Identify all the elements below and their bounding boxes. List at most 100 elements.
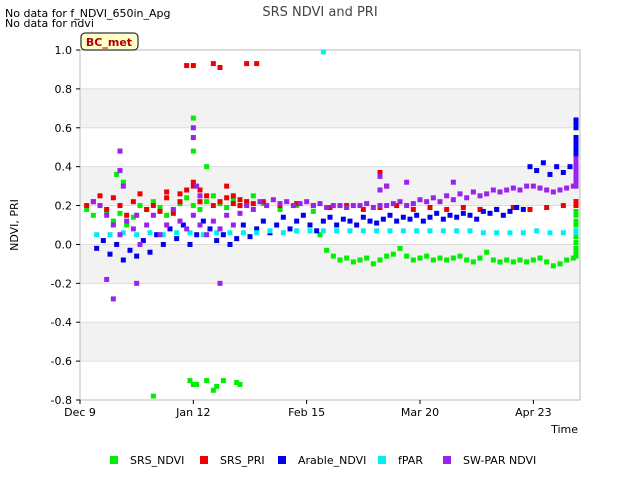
legend-swatch-sw-par-ndvi	[443, 456, 451, 464]
point-srs-pri	[97, 193, 103, 199]
point-sw-par-ndvi	[570, 183, 576, 189]
point-srs-pri	[230, 193, 236, 199]
point-srs-ndvi	[114, 171, 120, 177]
point-sw-par-ndvi	[297, 201, 303, 207]
legend-swatch-srs-pri	[200, 456, 208, 464]
point-sw-par-ndvi	[417, 197, 423, 203]
point-fpar	[320, 49, 326, 55]
point-arable-ndvi	[247, 234, 253, 240]
point-arable-ndvi	[573, 144, 579, 150]
point-srs-pri	[177, 199, 183, 205]
point-sw-par-ndvi	[377, 203, 383, 209]
point-sw-par-ndvi	[537, 185, 543, 191]
point-fpar	[440, 228, 446, 234]
point-srs-pri	[190, 183, 196, 189]
point-sw-par-ndvi	[564, 185, 570, 191]
point-fpar	[200, 232, 206, 238]
point-fpar	[507, 230, 513, 236]
point-fpar	[387, 228, 393, 234]
point-srs-ndvi	[194, 381, 200, 387]
point-arable-ndvi	[547, 171, 553, 177]
point-arable-ndvi	[187, 241, 193, 247]
point-sw-par-ndvi	[194, 183, 200, 189]
y-tick-label: 0.2	[55, 200, 73, 213]
point-srs-pri	[144, 206, 150, 212]
point-srs-pri	[117, 203, 123, 209]
point-srs-ndvi	[220, 378, 226, 384]
point-sw-par-ndvi	[324, 205, 330, 210]
point-sw-par-ndvi	[177, 218, 183, 224]
point-sw-par-ndvi	[450, 197, 456, 203]
point-sw-par-ndvi	[230, 222, 236, 228]
point-arable-ndvi	[573, 136, 579, 142]
point-srs-pri	[224, 195, 230, 201]
point-arable-ndvi	[507, 208, 513, 214]
point-srs-pri	[250, 201, 256, 207]
point-srs-pri	[177, 191, 183, 197]
point-srs-pri	[184, 187, 190, 193]
point-srs-ndvi	[550, 263, 556, 269]
point-srs-pri	[244, 61, 250, 67]
point-srs-ndvi	[214, 383, 220, 389]
point-srs-pri	[184, 63, 190, 69]
point-fpar	[94, 232, 100, 238]
point-arable-ndvi	[167, 226, 173, 232]
point-fpar	[174, 230, 180, 236]
point-sw-par-ndvi	[573, 160, 579, 166]
point-srs-ndvi	[430, 257, 436, 263]
point-arable-ndvi	[374, 220, 380, 226]
point-sw-par-ndvi	[337, 203, 343, 209]
legend-label-sw-par-ndvi: SW-PAR NDVI	[463, 454, 536, 467]
point-fpar	[134, 232, 140, 238]
point-srs-ndvi	[450, 255, 456, 261]
y-tick-label: 0.8	[55, 83, 73, 96]
point-arable-ndvi	[573, 117, 579, 123]
legend-swatch-srs-ndvi	[110, 456, 118, 464]
point-srs-pri	[204, 193, 210, 199]
point-arable-ndvi	[254, 226, 260, 232]
point-sw-par-ndvi	[257, 199, 263, 205]
point-sw-par-ndvi	[150, 212, 156, 218]
point-fpar	[347, 228, 353, 234]
point-arable-ndvi	[434, 210, 440, 216]
point-sw-par-ndvi	[97, 203, 103, 209]
point-srs-ndvi	[497, 259, 503, 265]
point-srs-ndvi	[277, 206, 283, 212]
point-srs-ndvi	[330, 253, 336, 259]
point-arable-ndvi	[194, 232, 200, 238]
y-axis-label: NDVI, PRI	[8, 199, 21, 251]
point-sw-par-ndvi	[377, 173, 383, 179]
point-srs-ndvi	[204, 164, 210, 170]
point-arable-ndvi	[180, 222, 186, 228]
point-arable-ndvi	[480, 208, 486, 214]
point-srs-pri	[110, 195, 116, 201]
point-srs-ndvi	[317, 232, 323, 238]
y-tick-label: -0.8	[51, 394, 72, 407]
point-sw-par-ndvi	[130, 226, 136, 232]
point-srs-pri	[260, 199, 266, 205]
point-sw-par-ndvi	[134, 280, 140, 286]
point-arable-ndvi	[573, 121, 579, 127]
point-srs-pri	[573, 199, 579, 205]
point-srs-pri	[327, 205, 333, 210]
point-srs-ndvi	[224, 205, 230, 210]
point-srs-ndvi	[544, 259, 550, 265]
point-srs-pri	[137, 191, 143, 197]
point-sw-par-ndvi	[237, 210, 243, 216]
point-srs-ndvi	[190, 381, 196, 387]
point-fpar	[374, 228, 380, 234]
point-sw-par-ndvi	[377, 187, 383, 193]
point-srs-pri	[444, 206, 450, 212]
point-srs-ndvi	[397, 245, 403, 251]
point-fpar	[400, 228, 406, 234]
point-srs-ndvi	[570, 255, 576, 261]
point-srs-ndvi	[120, 179, 126, 185]
point-srs-ndvi	[237, 381, 243, 387]
point-arable-ndvi	[314, 228, 320, 234]
point-fpar	[227, 230, 233, 236]
point-sw-par-ndvi	[573, 164, 579, 170]
point-arable-ndvi	[474, 216, 480, 222]
point-srs-ndvi	[324, 247, 330, 253]
point-arable-ndvi	[280, 214, 286, 220]
point-srs-ndvi	[404, 253, 410, 259]
